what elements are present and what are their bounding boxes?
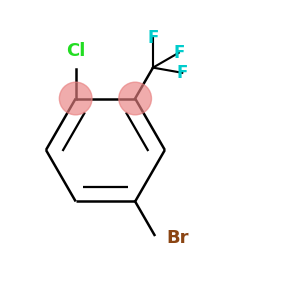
Circle shape [119, 82, 152, 115]
Text: F: F [173, 44, 184, 62]
Text: Br: Br [166, 229, 189, 247]
Text: F: F [177, 64, 188, 82]
Text: F: F [147, 29, 159, 47]
Text: Cl: Cl [66, 42, 86, 60]
Circle shape [59, 82, 92, 115]
